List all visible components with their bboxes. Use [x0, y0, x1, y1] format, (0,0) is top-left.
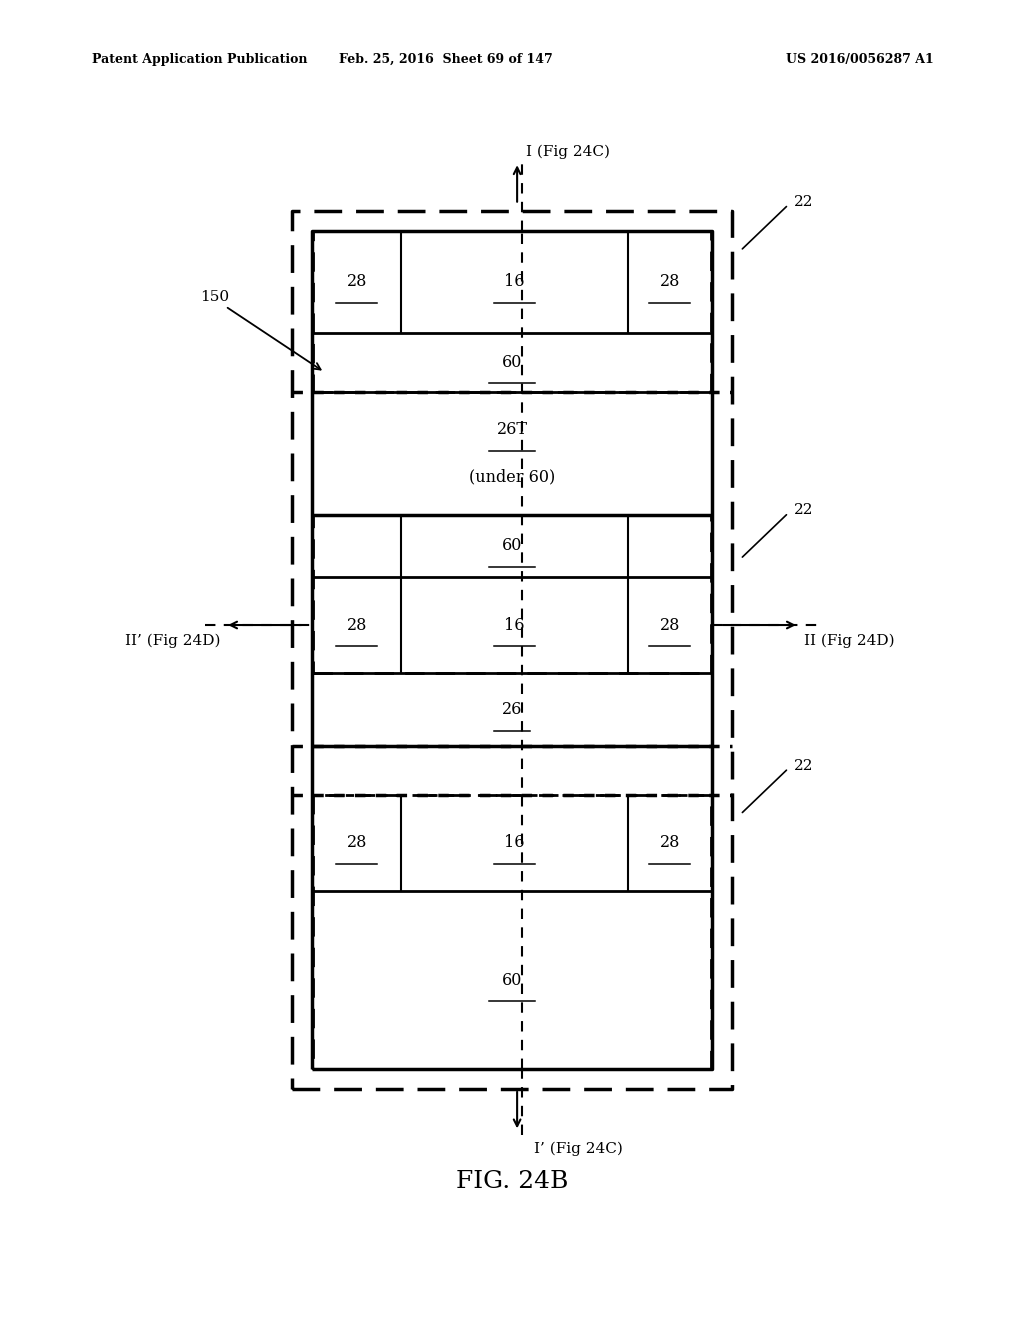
Text: 28: 28 [659, 834, 680, 851]
Text: 28: 28 [659, 616, 680, 634]
Text: 28: 28 [659, 273, 680, 290]
Text: 16: 16 [504, 834, 525, 851]
Text: 26: 26 [502, 701, 522, 718]
Text: 28: 28 [347, 834, 367, 851]
Text: (under 60): (under 60) [469, 469, 555, 486]
Text: 22: 22 [794, 503, 813, 517]
Text: II’ (Fig 24D): II’ (Fig 24D) [125, 634, 220, 648]
Text: 60: 60 [502, 354, 522, 371]
Text: 28: 28 [347, 616, 367, 634]
Text: II (Fig 24D): II (Fig 24D) [804, 634, 895, 648]
Text: 28: 28 [347, 273, 367, 290]
Text: US 2016/0056287 A1: US 2016/0056287 A1 [786, 53, 934, 66]
Text: 60: 60 [502, 537, 522, 554]
Text: 16: 16 [504, 273, 525, 290]
Text: Patent Application Publication: Patent Application Publication [92, 53, 307, 66]
Text: 150: 150 [201, 290, 229, 304]
Text: 22: 22 [794, 195, 813, 209]
Text: 16: 16 [504, 616, 525, 634]
Text: I’ (Fig 24C): I’ (Fig 24C) [535, 1142, 623, 1155]
Text: FIG. 24B: FIG. 24B [456, 1170, 568, 1193]
Text: 60: 60 [502, 972, 522, 989]
Text: 26T: 26T [497, 421, 527, 438]
Text: 22: 22 [794, 759, 813, 772]
Text: I (Fig 24C): I (Fig 24C) [526, 145, 610, 158]
Text: Feb. 25, 2016  Sheet 69 of 147: Feb. 25, 2016 Sheet 69 of 147 [339, 53, 552, 66]
